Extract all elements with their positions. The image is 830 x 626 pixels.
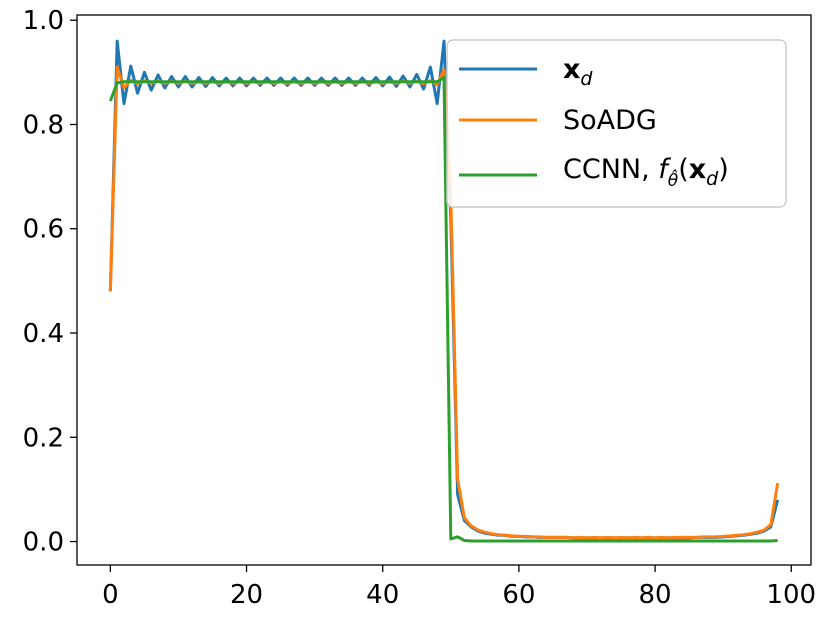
legend-label-xd-sub: d [580,68,593,90]
legend-label-ccnn-arg-sub: d [706,168,719,190]
legend-label-ccnn-paren-close: ) [718,154,729,185]
legend: xd SoADG CCNN, fθ̂(xd) [446,39,787,208]
x-tick-label: 20 [230,580,263,610]
y-tick-label: 0.8 [23,110,64,140]
legend-label-xd-main: x [563,54,580,85]
x-tick-label: 0 [102,580,119,610]
plot-lines [108,39,780,543]
legend-label-ccnn-paren-open: ( [678,154,689,185]
x-tick-label: 80 [639,580,672,610]
y-tick-label: 0.0 [23,528,64,558]
y-axis: 0.0 0.2 0.4 0.6 0.8 1.0 [23,6,77,558]
x-tick-label: 100 [766,580,816,610]
x-tick-label: 40 [366,580,399,610]
legend-box [446,39,787,208]
plot-frame [76,14,812,566]
legend-label-ccnn: CCNN, fθ̂(xd) [563,154,729,191]
x-axis: 0 20 40 60 80 100 [102,565,816,610]
y-tick-label: 0.2 [23,423,64,453]
legend-label-ccnn-main: CCNN, [563,154,658,185]
y-tick-label: 0.4 [23,319,64,349]
legend-label-ccnn-fn-sub: θ̂ [668,168,679,191]
legend-label-ccnn-arg: x [689,154,706,185]
x-tick-label: 60 [502,580,535,610]
legend-label-soadg: SoADG [563,105,657,136]
series-line-2 [108,76,778,543]
legend-label-xd: xd [563,54,593,90]
y-tick-label: 0.6 [23,215,64,245]
y-tick-label: 1.0 [23,6,64,36]
